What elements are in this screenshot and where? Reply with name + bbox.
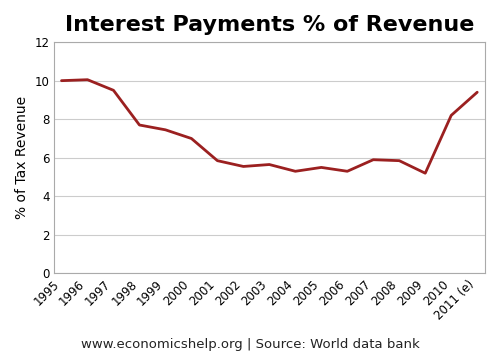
Text: www.economicshelp.org | Source: World data bank: www.economicshelp.org | Source: World da… [80,338,419,351]
Y-axis label: % of Tax Revenue: % of Tax Revenue [15,96,29,219]
Title: Interest Payments % of Revenue: Interest Payments % of Revenue [64,15,474,35]
